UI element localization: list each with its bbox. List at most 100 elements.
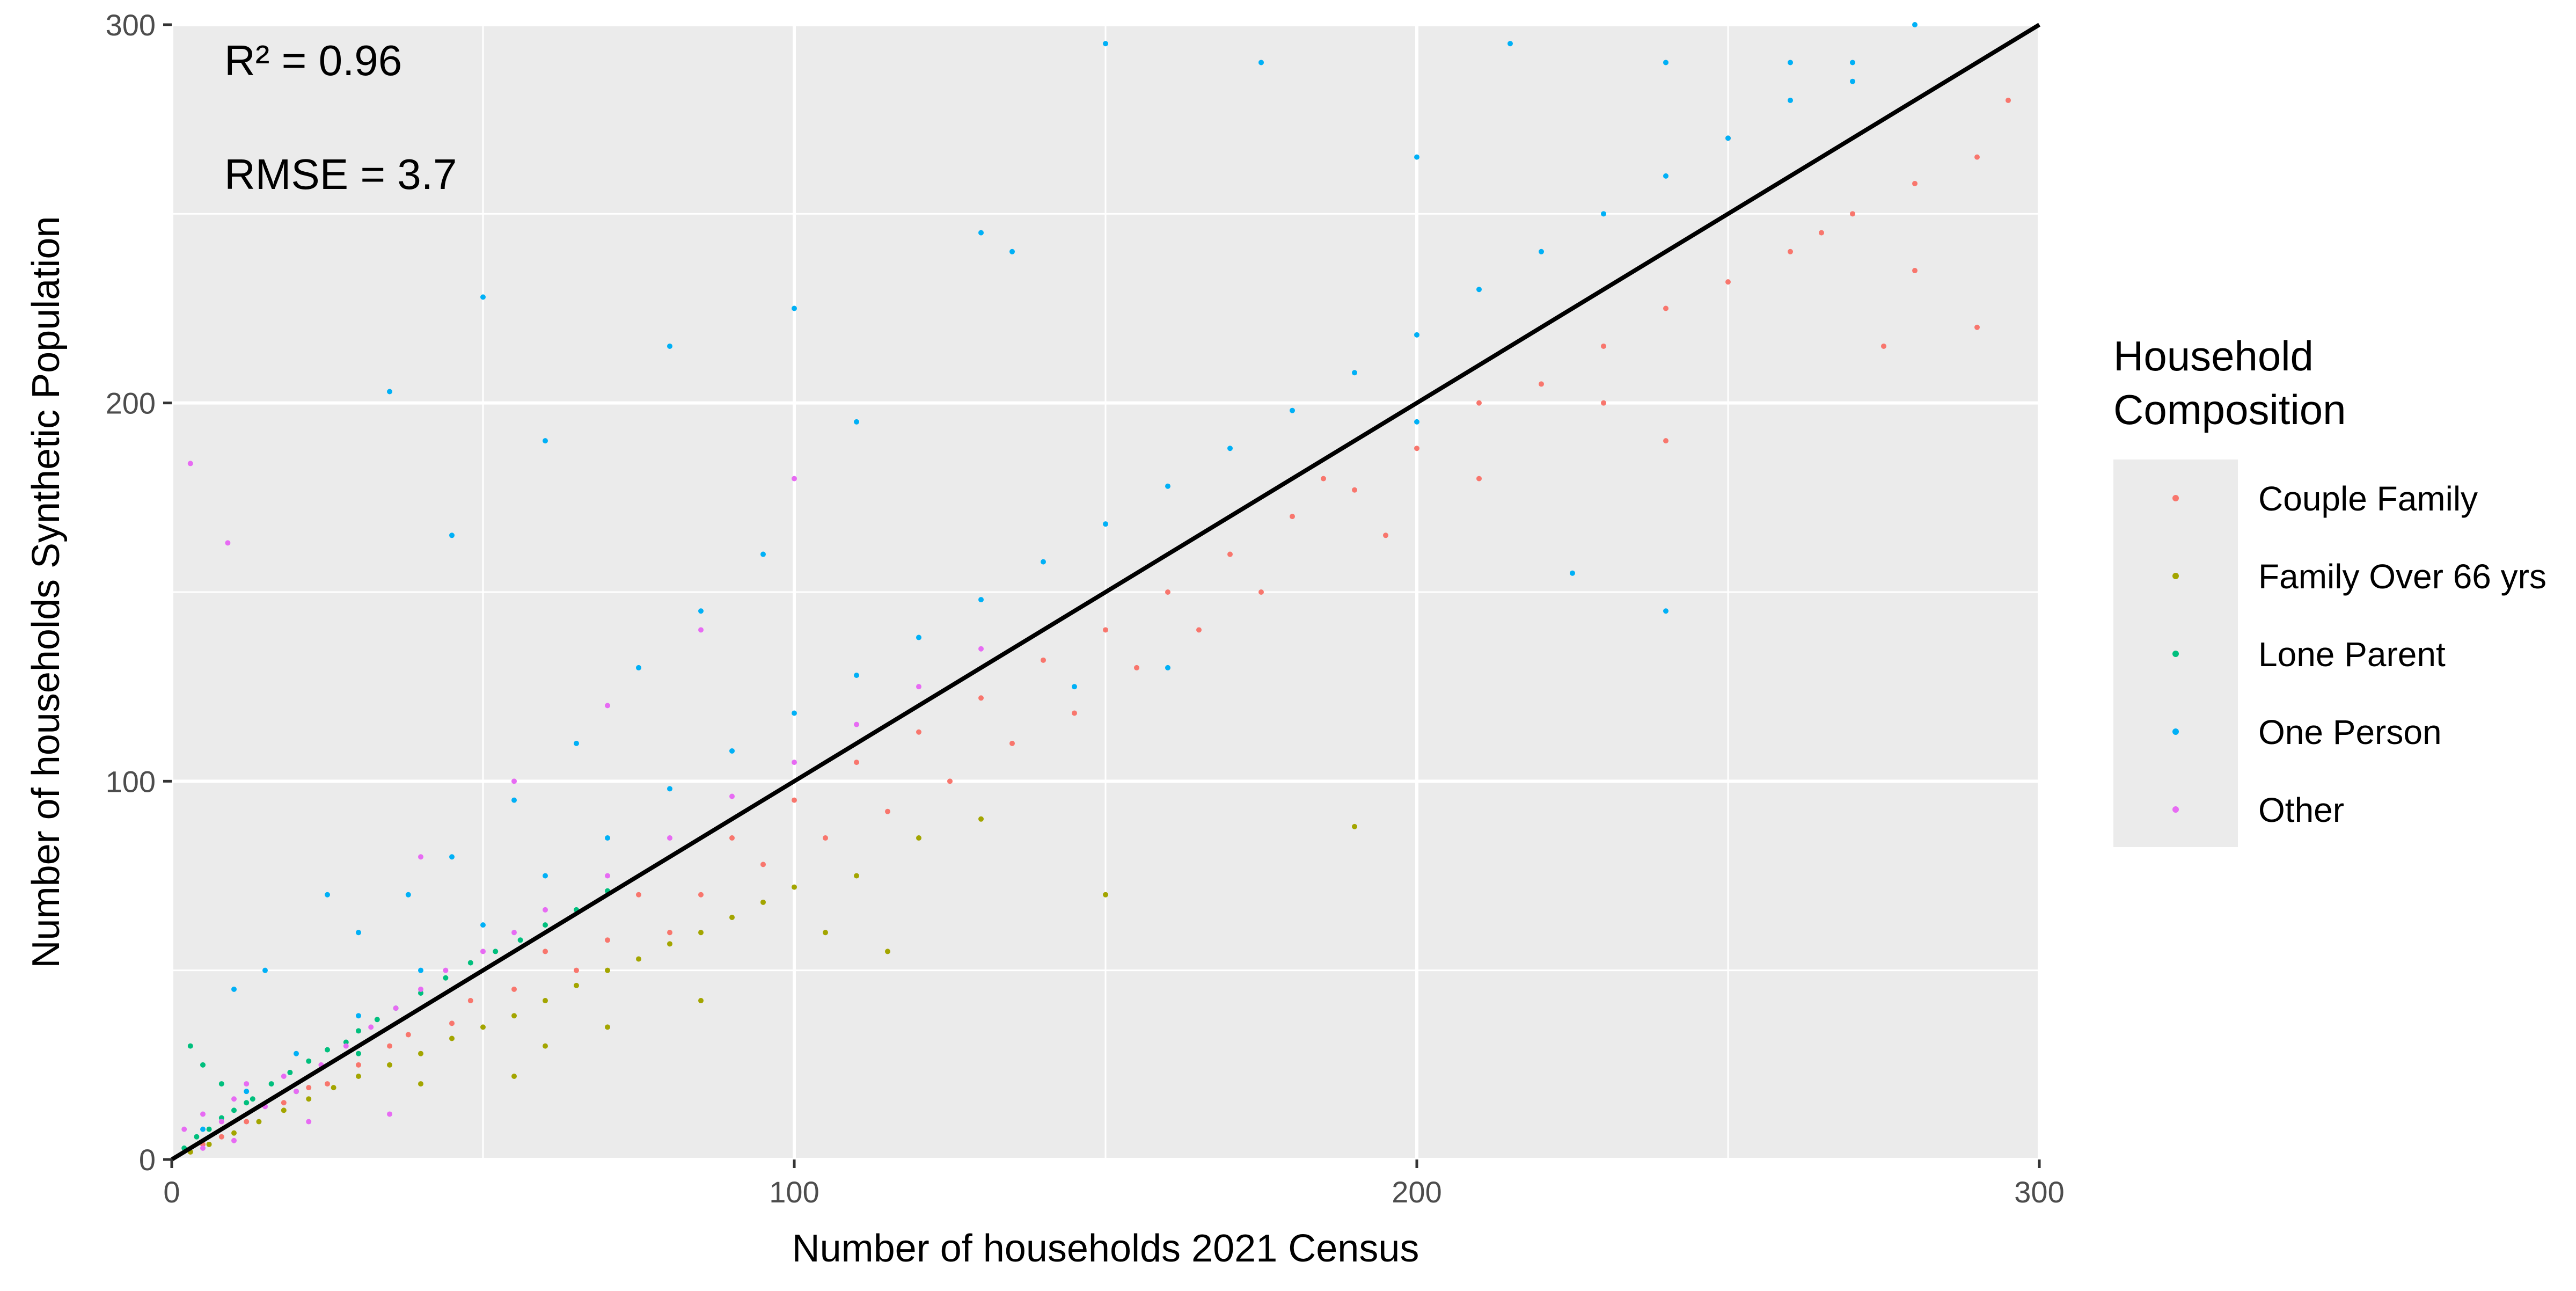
legend-items: Couple Family Family Over 66 yrs Lone Pare… [2172, 479, 2546, 829]
point-family-over-66-yrs [698, 930, 704, 936]
point-family-over-66-yrs [1352, 823, 1357, 829]
legend-key-lone-parent [2172, 651, 2179, 657]
point-couple-family [218, 1134, 224, 1140]
point-couple-family [1881, 343, 1886, 349]
point-family-over-66-yrs [854, 873, 859, 879]
point-family-over-66-yrs [256, 1119, 262, 1125]
point-couple-family [244, 1119, 250, 1125]
point-one-person [1788, 60, 1793, 65]
legend-key-other [2172, 806, 2179, 813]
point-one-person [1414, 154, 1419, 160]
point-family-over-66-yrs [306, 1096, 312, 1102]
annotations: R² = 0.96 RMSE = 3.7 [224, 37, 457, 198]
point-other [281, 1073, 287, 1079]
reference-line [170, 23, 2041, 1162]
point-couple-family [543, 949, 548, 954]
point-other [729, 793, 735, 799]
point-one-person [916, 634, 921, 640]
point-one-person [356, 930, 361, 936]
point-one-person [356, 1013, 361, 1019]
legend-key-couple-family [2172, 495, 2179, 501]
point-one-person [1072, 684, 1077, 690]
point-lone-parent [356, 1028, 361, 1034]
point-one-person [294, 1051, 299, 1056]
legend-key-one-person [2172, 728, 2179, 735]
point-lone-parent [268, 1081, 274, 1087]
point-family-over-66-yrs [1103, 892, 1108, 898]
point-couple-family [1196, 627, 1202, 633]
point-other [605, 873, 610, 879]
point-couple-family [387, 1043, 392, 1049]
point-family-over-66-yrs [823, 930, 828, 936]
point-lone-parent [200, 1062, 206, 1068]
point-one-person [231, 986, 237, 992]
point-couple-family [1912, 180, 1918, 186]
point-other [978, 646, 984, 652]
legend-label-family-over-66-yrs: Family Over 66 yrs [2258, 557, 2546, 596]
point-other [792, 476, 797, 482]
point-one-person [262, 967, 268, 973]
point-one-person [978, 230, 984, 236]
point-lone-parent [218, 1081, 224, 1087]
point-lone-parent [194, 1134, 200, 1140]
point-one-person [1788, 97, 1793, 103]
y-tick-label: 200 [106, 386, 156, 420]
point-one-person [854, 673, 859, 679]
point-couple-family [1663, 305, 1668, 311]
point-one-person [1414, 419, 1419, 425]
point-other [393, 1005, 399, 1011]
point-couple-family [306, 1085, 312, 1091]
point-one-person [1601, 211, 1606, 217]
point-couple-family [1788, 249, 1793, 254]
y-tick-label: 300 [106, 8, 156, 42]
point-lone-parent [418, 990, 423, 996]
point-couple-family [1227, 551, 1233, 557]
point-couple-family [1041, 657, 1046, 663]
point-one-person [698, 608, 704, 614]
point-family-over-66-yrs [231, 1130, 237, 1136]
point-lone-parent [443, 975, 449, 981]
point-one-person [200, 1126, 206, 1132]
point-couple-family [823, 835, 828, 841]
point-family-over-66-yrs [281, 1107, 287, 1113]
point-lone-parent [517, 937, 523, 943]
point-family-over-66-yrs [916, 835, 921, 841]
point-one-person [605, 835, 610, 841]
point-one-person [1850, 60, 1855, 65]
point-couple-family [405, 1032, 411, 1038]
point-couple-family [1725, 279, 1731, 285]
point-other [698, 627, 704, 633]
point-lone-parent [467, 960, 473, 966]
point-lone-parent [343, 1039, 349, 1045]
point-family-over-66-yrs [418, 1081, 423, 1087]
point-couple-family [1601, 400, 1606, 406]
point-lone-parent [493, 949, 499, 954]
y-tick-label: 0 [139, 1143, 156, 1177]
point-other [244, 1081, 250, 1087]
point-couple-family [1352, 487, 1357, 493]
point-one-person [1165, 665, 1170, 670]
legend-label-couple-family: Couple Family [2258, 479, 2478, 518]
point-family-over-66-yrs [667, 941, 672, 947]
point-other [231, 1096, 237, 1102]
legend-title-line-2: Composition [2113, 386, 2346, 433]
point-one-person [1290, 407, 1295, 413]
point-couple-family [729, 835, 735, 841]
point-other [306, 1119, 312, 1125]
point-lone-parent [374, 1017, 380, 1023]
point-lone-parent [206, 1126, 212, 1132]
point-family-over-66-yrs [574, 982, 579, 988]
reference-line-group [170, 23, 2041, 1162]
point-couple-family [1258, 589, 1264, 595]
point-other [418, 986, 423, 992]
point-couple-family [792, 797, 797, 803]
point-family-over-66-yrs [331, 1085, 336, 1091]
point-one-person [1663, 173, 1668, 179]
x-tick-label: 300 [2014, 1175, 2064, 1209]
point-lone-parent [231, 1107, 237, 1113]
point-one-person [729, 748, 735, 754]
point-one-person [1165, 483, 1170, 489]
y-axis-title: Number of households Synthetic Populatio… [25, 216, 68, 968]
point-other [667, 835, 672, 841]
point-couple-family [1476, 400, 1482, 406]
